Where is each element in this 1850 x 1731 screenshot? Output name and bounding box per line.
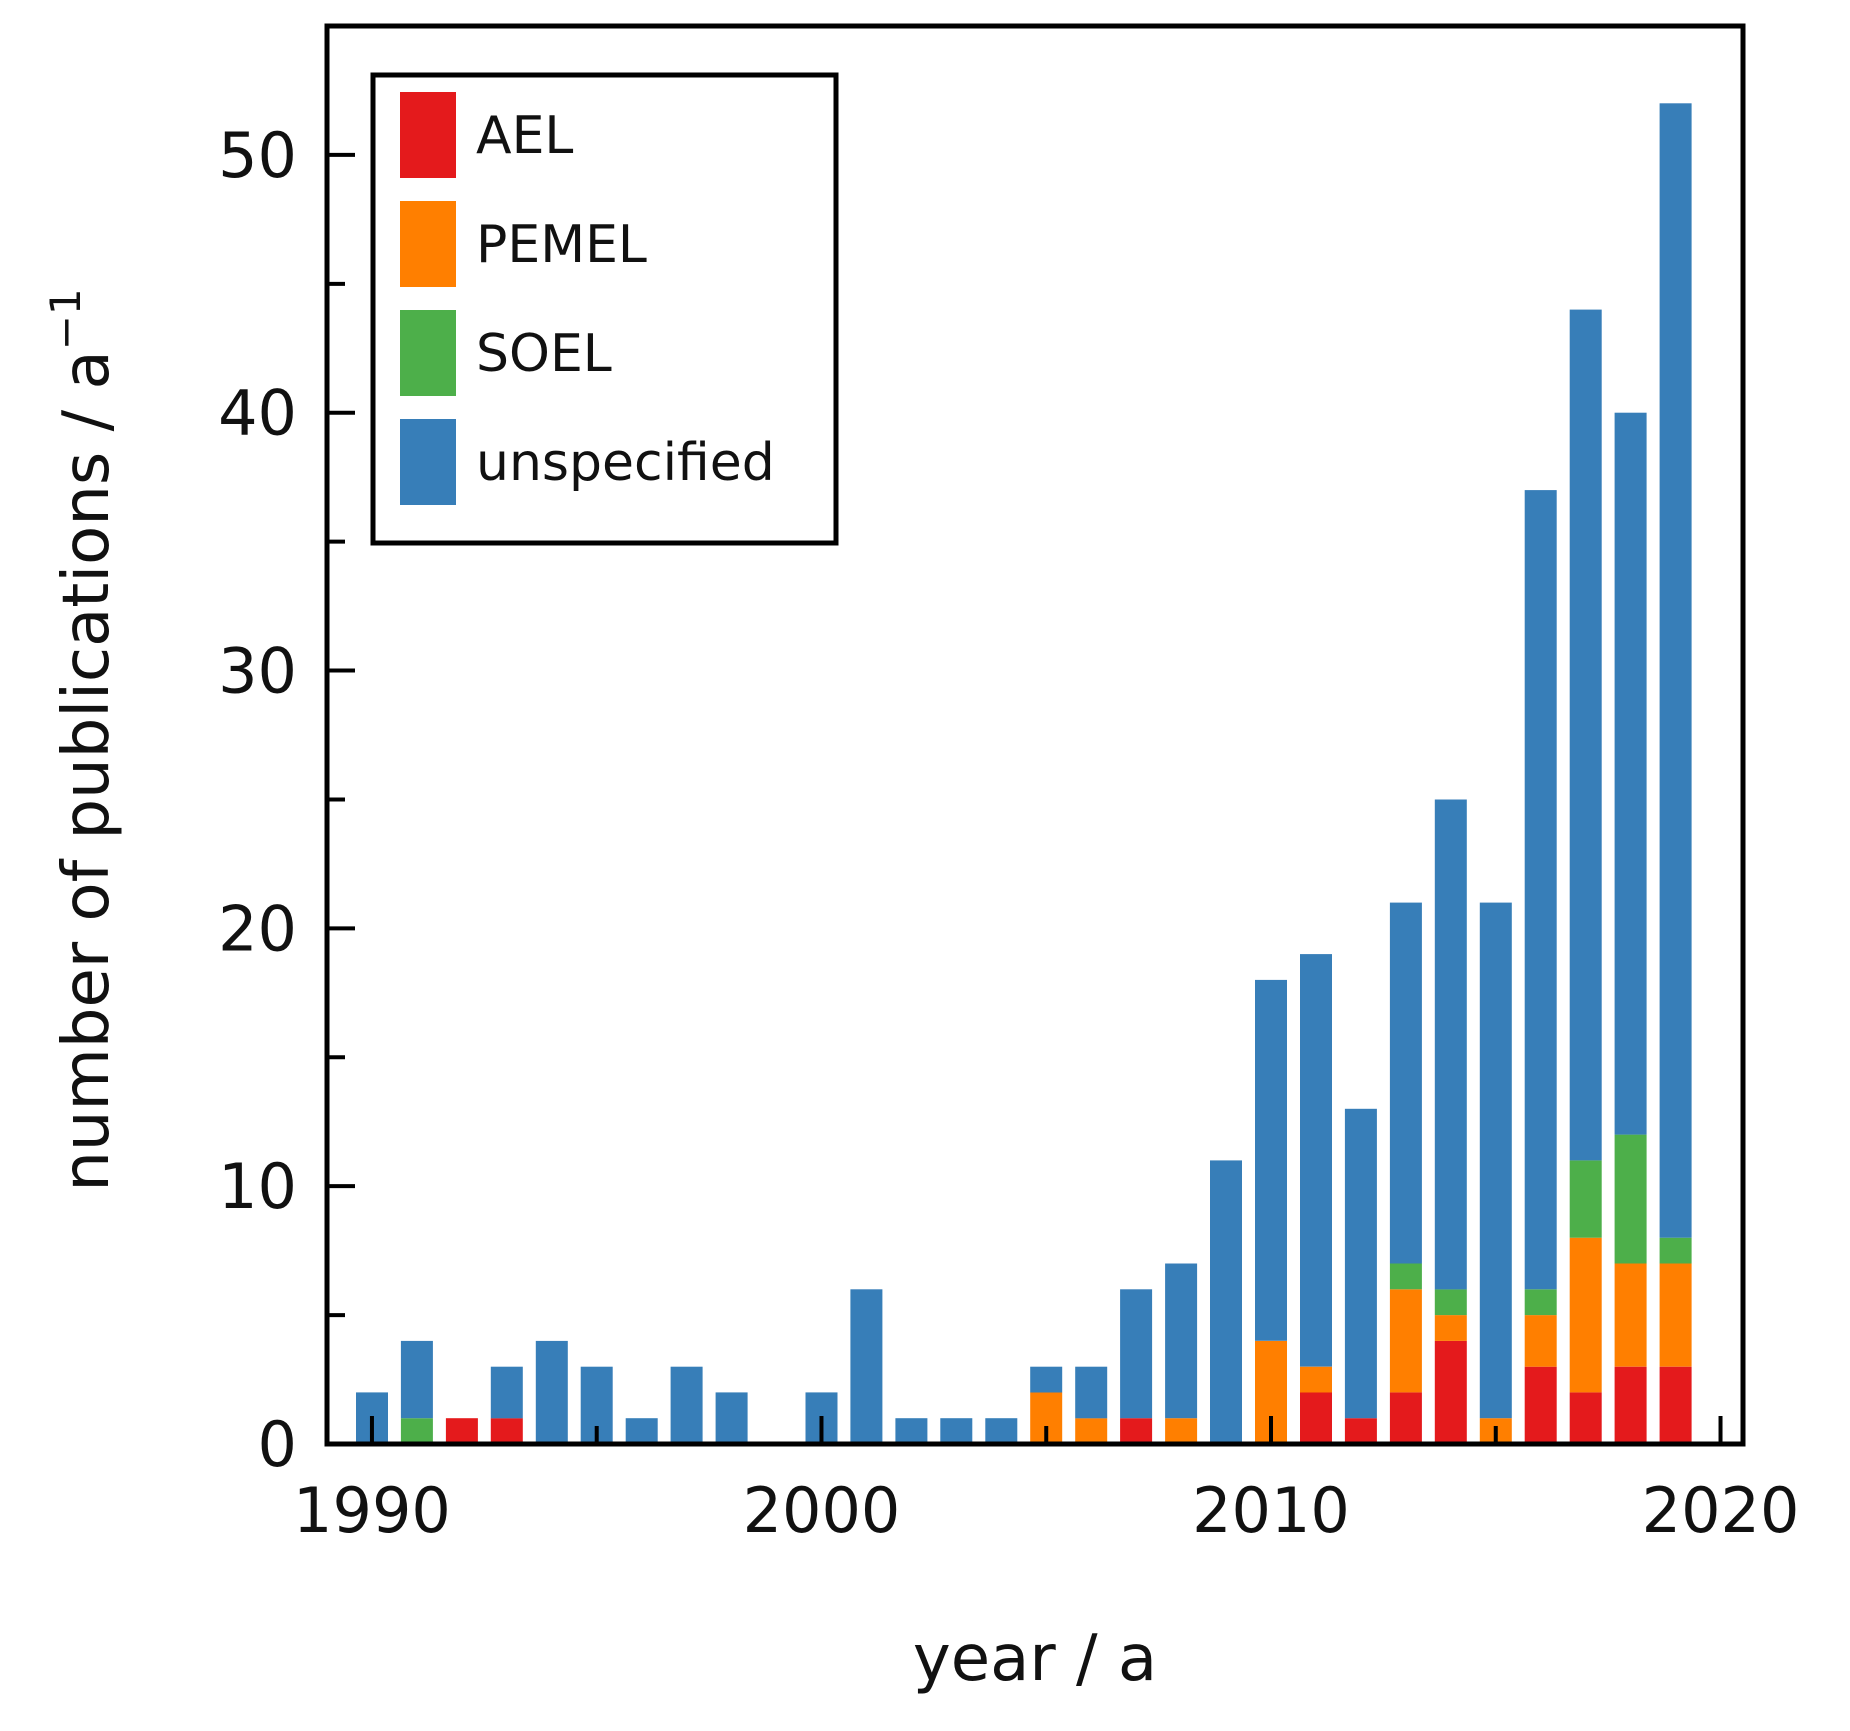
y-tick-label: 20: [218, 892, 297, 965]
bar-soel-2017: [1569, 1160, 1602, 1238]
legend: AEL PEMEL SOEL unspecified: [370, 72, 839, 546]
bar-pemel-2017: [1569, 1237, 1602, 1393]
bar-soel-1991: [400, 1418, 433, 1444]
y-tick-label: 0: [258, 1408, 297, 1481]
bar-soel-2019: [1659, 1237, 1692, 1264]
x-tick-labels: 1990 2000 2010 2020: [293, 1474, 1799, 1547]
bar-ael-2019: [1659, 1366, 1692, 1444]
bar-pemel-2016: [1524, 1315, 1557, 1367]
y-axis-label-exponent: −1: [41, 288, 90, 350]
svg-text:number of publications / a−1: number of publications / a−1: [41, 288, 124, 1191]
bar-unspecified-1993: [490, 1366, 523, 1419]
y-axis-label: number of publications / a−1: [41, 288, 124, 1191]
x-tick-label: 2020: [1642, 1474, 1800, 1547]
bar-unspecified-2003: [940, 1418, 973, 1444]
y-tick-label: 50: [218, 119, 297, 192]
bar-unspecified-2005: [1030, 1366, 1063, 1393]
bar-unspecified-1994: [535, 1340, 568, 1444]
x-tick-label: 2010: [1192, 1474, 1350, 1547]
bar-unspecified-1991: [400, 1340, 433, 1419]
bar-soel-2014: [1434, 1289, 1467, 1316]
bar-unspecified-1996: [625, 1418, 658, 1444]
bar-unspecified-2019: [1659, 103, 1692, 1238]
bar-ael-1993: [490, 1418, 523, 1444]
bar-pemel-2011: [1300, 1366, 1332, 1393]
bar-ael-2018: [1614, 1366, 1647, 1444]
bar-unspecified-2015: [1479, 902, 1512, 1419]
bar-unspecified-2004: [985, 1418, 1018, 1444]
legend-swatch-soel: [400, 310, 456, 396]
y-tick-label: 30: [218, 635, 297, 708]
bar-pemel-2014: [1434, 1315, 1467, 1341]
bar-unspecified-2001: [850, 1289, 883, 1444]
legend-label-ael: AEL: [476, 106, 573, 166]
bar-unspecified-2014: [1434, 799, 1467, 1290]
bar-ael-2016: [1524, 1366, 1557, 1444]
y-tick-labels: 0 10 20 30 40 50: [218, 119, 297, 1481]
x-tick-label: 1990: [293, 1474, 451, 1547]
y-tick-label: 40: [218, 377, 297, 450]
bar-pemel-2008: [1165, 1418, 1198, 1444]
bar-unspecified-1997: [670, 1366, 703, 1444]
legend-swatch-unspecified: [400, 419, 456, 505]
bar-soel-2018: [1614, 1134, 1647, 1264]
bar-unspecified-2016: [1524, 490, 1557, 1290]
bar-pemel-2018: [1614, 1263, 1647, 1367]
bar-ael-2014: [1434, 1340, 1467, 1444]
y-tick-label: 10: [218, 1150, 297, 1223]
bar-unspecified-2017: [1569, 309, 1602, 1161]
x-axis-label: year / a: [913, 1622, 1157, 1696]
bar-pemel-2006: [1075, 1418, 1108, 1444]
bar-unspecified-1998: [715, 1392, 748, 1444]
legend-label-soel: SOEL: [476, 324, 612, 384]
bar-soel-2013: [1389, 1263, 1422, 1290]
legend-swatch-pemel: [400, 201, 456, 287]
bar-ael-2007: [1120, 1418, 1153, 1444]
bar-unspecified-2008: [1165, 1263, 1198, 1419]
bar-unspecified-2013: [1389, 902, 1422, 1264]
bar-unspecified-2006: [1075, 1366, 1108, 1419]
bar-unspecified-2010: [1255, 979, 1287, 1341]
bar-pemel-2013: [1389, 1289, 1422, 1393]
bar-soel-2016: [1524, 1289, 1557, 1316]
bar-ael-2012: [1344, 1418, 1377, 1444]
bar-ael-1992: [445, 1418, 478, 1444]
legend-label-pemel: PEMEL: [476, 215, 647, 275]
bar-ael-2013: [1389, 1392, 1422, 1444]
bar-unspecified-2011: [1300, 954, 1332, 1367]
bar-ael-2011: [1300, 1392, 1332, 1444]
y-axis-label-main: number of publications / a: [50, 350, 124, 1191]
bar-unspecified-2002: [895, 1418, 928, 1444]
plot-frame: [324, 23, 1746, 1447]
bar-unspecified-2009: [1210, 1160, 1242, 1444]
bar-unspecified-2007: [1120, 1289, 1153, 1419]
bar-pemel-2019: [1659, 1263, 1692, 1367]
bar-unspecified-2018: [1614, 412, 1647, 1135]
bar-unspecified-2012: [1344, 1108, 1377, 1419]
legend-swatch-ael: [400, 92, 456, 178]
bar-ael-2017: [1569, 1392, 1602, 1444]
legend-label-unspecified: unspecified: [476, 433, 775, 493]
x-tick-label: 2000: [743, 1474, 901, 1547]
